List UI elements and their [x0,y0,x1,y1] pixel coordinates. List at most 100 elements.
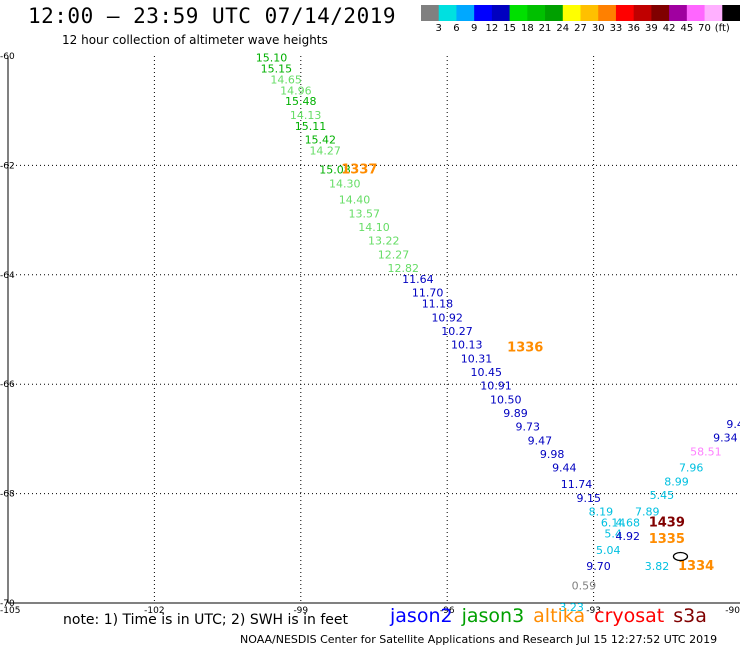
x-tick-label: -102 [144,606,164,616]
color-scale-label: 36 [627,23,641,34]
wave-height-label: 10.27 [441,325,473,338]
wave-height-label: 9.98 [540,448,565,461]
wave-height-label: 5.04 [596,544,621,557]
wave-height-label: 10.13 [451,339,483,352]
color-scale-swatch [438,5,457,21]
wave-height-label: 9.47 [528,434,553,447]
wave-height-label: 11.64 [402,273,434,286]
x-tick-label: -105 [0,606,20,616]
color-scale-label: 12 [485,23,499,34]
color-scale-bar [421,5,740,21]
color-scale-label: 33 [609,23,623,34]
chart-subtitle: 12 hour collection of altimeter wave hei… [62,33,328,47]
wave-height-label: 15.42 [305,134,337,147]
wave-height-label: 15.11 [295,120,327,133]
wave-height-label: 4.68 [616,516,641,529]
color-scale-swatch [633,5,652,21]
wave-height-label: 0.59 [572,579,597,592]
wave-height-label: 9.73 [515,421,540,434]
y-tick-label: -62 [0,161,15,171]
color-scale-swatch [686,5,706,21]
wave-height-label: 11.74 [561,478,593,491]
wave-height-label: 9.89 [503,407,528,420]
wave-height-label: 12.82 [388,262,420,275]
legend-item-jason3: jason3 [461,605,525,627]
wave-height-label: 15.15 [261,62,293,75]
y-tick-label: -70 [0,599,15,609]
wave-height-label: 10.92 [431,311,463,324]
wave-height-label: 13.22 [368,235,400,248]
y-tick-label: -60 [0,52,15,62]
wave-height-label: 13.57 [348,207,380,220]
color-scale-swatch [509,5,528,21]
ellipse-marker [672,551,689,562]
color-scale-swatch [562,5,581,21]
legend-item-cryosat: cryosat [594,605,665,627]
color-scale-swatch [651,5,670,21]
wave-height-label: 14.27 [309,144,341,157]
wave-height-label: 14.65 [270,73,302,86]
wave-height-label: 15.48 [285,95,317,108]
color-scale-swatch [474,5,493,21]
color-scale-label: 70 [698,23,711,34]
wave-height-label: 12.27 [378,248,410,261]
x-tick-label: -96 [440,606,455,616]
wave-height-label: 58.51 [690,445,722,458]
legend-item-altika: altika [533,605,586,627]
color-scale-label: 30 [591,23,605,34]
legend-item-jason2: jason2 [390,605,453,627]
track-number-label: 1334 [678,559,714,574]
color-scale-labels: 3 6 9 12 15 18 21 24 27 30 33 36 39 42 45 70 (ft) [421,23,740,37]
wave-height-label: 7.89 [635,505,660,518]
track-number-label: 1337 [341,163,377,178]
satellite-legend: jason2 jason3 altika cryosat s3a [390,605,716,627]
wave-height-label: 3.23 [559,601,584,614]
x-tick-label: -93 [586,606,601,616]
wave-height-label: 10.31 [461,352,493,365]
wave-height-label: 8.19 [589,505,614,518]
track-number-label: 1336 [507,340,543,355]
color-scale-label: 3 [435,23,442,34]
y-tick-label: -64 [0,271,15,281]
wave-height-label: 3.82 [645,560,670,573]
wave-height-label: 4.92 [616,530,641,543]
wave-height-label: 11.18 [422,298,454,311]
wave-height-label: 14.30 [329,177,361,190]
track-number-label: 1335 [649,532,685,547]
color-scale-label: 15 [503,23,516,34]
color-scale-label: 27 [574,23,587,34]
color-scale-swatch [421,5,440,21]
color-scale-swatch [456,5,475,21]
wave-height-label: 11.70 [412,287,444,300]
wave-height-label: 15.10 [256,51,288,64]
color-scale-label: 21 [538,23,552,34]
wave-height-label: 14.96 [280,84,312,97]
wave-height-label: 9.44 [552,462,577,475]
color-scale-label: 42 [662,23,676,34]
color-scale-label: 24 [556,23,570,34]
wave-height-label: 9.15 [576,492,601,505]
track-number-label: 1439 [649,515,685,530]
color-scale-swatch [491,5,511,21]
color-scale-swatch [580,5,599,21]
color-scale-swatch [704,5,723,21]
wave-height-label: 9.4 [726,418,740,431]
color-scale-label: 39 [645,23,658,34]
wave-height-label: 6.14 [601,516,626,529]
color-scale-swatch [722,5,740,21]
color-scale-label: 6 [453,23,460,34]
wave-height-label: 14.13 [290,109,322,122]
wave-height-label: 8.99 [664,475,689,488]
wave-height-label: 9.34 [713,432,738,445]
credit-line: NOAA/NESDIS Center for Satellite Applica… [240,633,718,646]
wave-height-label: 10.45 [470,366,502,379]
wave-height-label: 10.50 [490,393,522,406]
color-scale-label: 9 [470,23,478,34]
color-scale-label: (ft) [714,23,730,34]
color-scale-swatch [598,5,617,21]
x-tick-label: -99 [293,606,308,616]
wave-height-label: 5.45 [650,489,675,502]
x-tick-label: -90 [725,606,740,616]
wave-height-label: 9.70 [586,560,611,573]
